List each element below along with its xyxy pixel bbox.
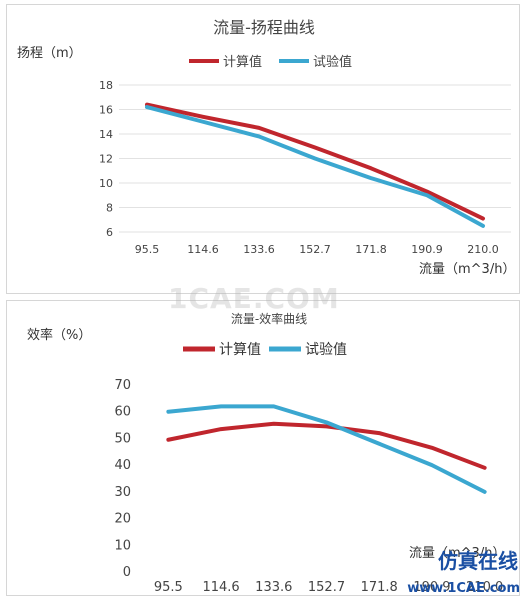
y-tick-label: 70 — [114, 378, 131, 393]
x-tick-label: 152.7 — [299, 243, 331, 256]
y-tick-label: 16 — [99, 104, 113, 117]
x-tick-label: 210.0 — [466, 580, 503, 595]
y-tick-label: 20 — [114, 512, 131, 527]
series-lines — [166, 404, 487, 494]
legend-label-calc: 计算值 — [219, 342, 261, 358]
y-tick-labels: 0 10 20 30 40 50 60 70 — [114, 378, 131, 580]
chart-panel-efficiency: 流量-效率曲线 效率（%） 流量（m^3/h） 计算值 试验值 0 10 20 30 4… — [6, 300, 520, 596]
x-tick-label: 114.6 — [202, 580, 239, 595]
head-chart: 流量-扬程曲线 扬程（m） 流量（m^3/h） 计算值 试验值 6 8 10 12 14… — [17, 18, 515, 277]
series-line-calc — [166, 421, 487, 470]
y-tick-label: 10 — [99, 177, 113, 190]
x-tick-label: 95.5 — [135, 243, 160, 256]
y-tick-label: 14 — [99, 128, 113, 141]
x-axis-label: 流量（m^3/h） — [409, 546, 505, 561]
series-line-test — [145, 105, 485, 228]
y-tick-label: 30 — [114, 485, 131, 500]
legend-label-test: 试验值 — [313, 54, 352, 70]
x-tick-labels: 95.5 114.6 133.6 152.7 171.8 190.9 210.0 — [135, 243, 499, 256]
watermark-center: 1CAE.COM — [168, 282, 340, 315]
series-lines — [145, 102, 485, 228]
x-tick-label: 190.9 — [413, 580, 450, 595]
y-axis-label: 效率（%） — [27, 327, 91, 343]
x-tick-label: 95.5 — [154, 580, 183, 595]
x-tick-label: 171.8 — [355, 243, 387, 256]
chart-panel-head: 流量-扬程曲线 扬程（m） 流量（m^3/h） 计算值 试验值 6 8 10 12 14… — [6, 4, 520, 294]
x-tick-label: 133.6 — [243, 243, 275, 256]
x-tick-label: 190.9 — [411, 243, 443, 256]
series-line-test — [166, 404, 487, 494]
y-tick-label: 8 — [106, 202, 113, 215]
x-tick-label: 133.6 — [255, 580, 292, 595]
legend-label-test: 试验值 — [305, 342, 347, 358]
y-tick-label: 12 — [99, 153, 113, 166]
x-tick-labels: 95.5 114.6 133.6 152.7 171.8 190.9 210.0 — [154, 580, 503, 595]
y-tick-labels: 6 8 10 12 14 16 18 — [99, 79, 113, 239]
watermark-brand: 仿真在线 — [438, 549, 518, 573]
efficiency-chart: 流量-效率曲线 效率（%） 流量（m^3/h） 计算值 试验值 0 10 20 30 4… — [27, 311, 505, 595]
y-tick-label: 10 — [114, 538, 131, 553]
x-axis-label: 流量（m^3/h） — [419, 262, 515, 277]
x-tick-label: 210.0 — [467, 243, 499, 256]
legend-label-calc: 计算值 — [223, 54, 262, 70]
chart-title: 流量-效率曲线 — [231, 311, 307, 326]
x-tick-label: 114.6 — [187, 243, 219, 256]
series-line-calc — [145, 102, 485, 221]
y-tick-label: 40 — [114, 458, 131, 473]
y-tick-label: 6 — [106, 226, 113, 239]
x-tick-label: 171.8 — [361, 580, 398, 595]
y-tick-label: 18 — [99, 79, 113, 92]
watermark-site: www.1CAE.com — [407, 581, 520, 596]
x-tick-label: 152.7 — [308, 580, 345, 595]
chart-title: 流量-扬程曲线 — [213, 18, 315, 37]
y-tick-label: 50 — [114, 431, 131, 446]
y-tick-label: 60 — [114, 405, 131, 420]
y-axis-label: 扬程（m） — [17, 46, 82, 61]
y-tick-label: 0 — [123, 565, 131, 580]
